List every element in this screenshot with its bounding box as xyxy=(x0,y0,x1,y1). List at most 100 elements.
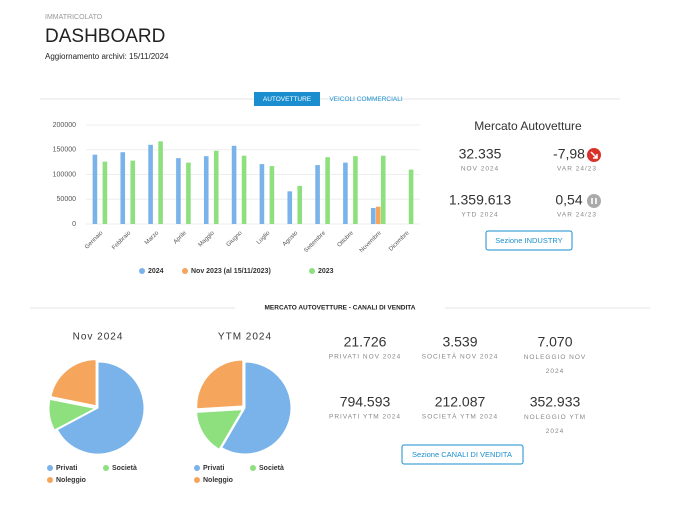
x-tick-label: Novembre xyxy=(359,230,383,254)
bar xyxy=(315,165,320,224)
eyebrow: IMMATRICOLATO xyxy=(45,14,103,21)
legend-dot xyxy=(194,477,200,483)
legend-dot xyxy=(194,465,200,471)
stat-value: 212.087 xyxy=(435,394,486,410)
x-tick-label: Dicembre xyxy=(388,230,411,253)
bar xyxy=(203,156,209,224)
legend-dot xyxy=(139,268,145,274)
legend-dot xyxy=(103,465,109,471)
stat-label: YTD 2024 xyxy=(461,212,498,219)
x-tick-label: Febbraio xyxy=(111,230,132,251)
legend-label: Società xyxy=(112,465,137,472)
bar xyxy=(148,144,153,224)
stat-value: 0,54 xyxy=(555,192,582,208)
bar xyxy=(370,207,376,224)
bar xyxy=(287,191,293,224)
bar xyxy=(259,164,265,224)
y-tick-label: 0 xyxy=(72,221,76,228)
x-tick-label: Maggio xyxy=(198,230,217,249)
stat-label: SOCIETÀ NOV 2024 xyxy=(422,352,499,361)
stat-value: 7.070 xyxy=(537,334,572,350)
pie-slice xyxy=(50,359,97,407)
legend-label: Società xyxy=(259,465,284,472)
button[interactable] xyxy=(401,444,524,465)
legend-dot xyxy=(250,465,256,471)
pie-slice xyxy=(48,398,97,431)
title-bg xyxy=(235,303,445,313)
stat-value: 32.335 xyxy=(459,146,502,162)
stat-label: NOLEGGIO YTM 2024 xyxy=(524,414,586,435)
legend-label: 2023 xyxy=(318,268,334,275)
x-tick-label: Aprile xyxy=(173,230,189,246)
pie-slice xyxy=(196,359,244,410)
legend-dot xyxy=(47,477,53,483)
bar xyxy=(408,169,414,224)
legend-label: Noleggio xyxy=(56,477,86,484)
legend-dot xyxy=(309,268,315,274)
button[interactable] xyxy=(485,230,573,251)
x-tick-label: Giugno xyxy=(226,230,244,248)
stat-label: VAR 24/23 xyxy=(557,212,597,219)
y-tick-label: 100000 xyxy=(53,171,76,178)
bar xyxy=(380,155,386,224)
stat-value: 1.359.613 xyxy=(449,192,511,208)
bar xyxy=(241,155,247,224)
bar xyxy=(269,166,275,224)
button-label[interactable]: Sezione CANALI DI VENDITA xyxy=(412,450,512,459)
tab-label[interactable]: AUTOVETTURE xyxy=(263,96,312,103)
x-tick-label: Settembre xyxy=(303,230,327,254)
bar xyxy=(297,185,303,224)
bar xyxy=(130,160,136,224)
update-date: Aggiornamento archivi: 15/11/2024 xyxy=(45,52,169,61)
y-tick-label: 200000 xyxy=(53,122,76,129)
bar xyxy=(158,141,163,224)
panel-title: Mercato Autovetture xyxy=(474,119,582,133)
bar xyxy=(231,145,237,224)
legend-label: Noleggio xyxy=(203,477,233,484)
stat-label: SOCIETÀ YTM 2024 xyxy=(422,412,498,421)
bar xyxy=(213,150,219,224)
stat-label: PRIVATI YTM 2024 xyxy=(329,414,401,421)
bar xyxy=(353,156,358,224)
tab-active[interactable] xyxy=(254,92,320,106)
button-label[interactable]: Sezione INDUSTRY xyxy=(495,236,562,245)
section-title: MERCATO AUTOVETTURE - CANALI DI VENDITA xyxy=(265,305,416,312)
pie-slice xyxy=(195,409,244,450)
bar xyxy=(92,154,98,224)
down-arrow xyxy=(590,151,598,159)
pause-mark xyxy=(591,198,597,204)
pie-slice xyxy=(221,361,292,455)
tab-label[interactable]: VEICOLI COMMERCIALI xyxy=(329,96,403,103)
pie-slice xyxy=(56,361,145,455)
flat-icon xyxy=(587,194,601,208)
legend-dot xyxy=(182,268,188,274)
legend-label: Privati xyxy=(203,465,224,472)
stat-value: 21.726 xyxy=(344,334,387,350)
bar xyxy=(186,162,191,224)
bar xyxy=(375,206,381,224)
stat-label: NOV 2024 xyxy=(461,166,499,173)
stat-value: 352.933 xyxy=(530,394,581,410)
legend-label: Privati xyxy=(56,465,77,472)
x-tick-label: Agosto xyxy=(282,230,300,248)
stat-value: -7,98 xyxy=(553,146,585,162)
legend-label: Nov 2023 (al 15/11/2023) xyxy=(191,268,271,275)
legend-dot xyxy=(47,465,53,471)
stat-value: 794.593 xyxy=(340,394,391,410)
stat-label: NOLEGGIO NOV 2024 xyxy=(524,354,587,375)
stat-label: VAR 24/23 xyxy=(557,166,597,173)
x-tick-label: Luglio xyxy=(256,230,272,246)
bar xyxy=(102,161,108,224)
legend-label: 2024 xyxy=(148,268,164,275)
x-tick-label: Ottobre xyxy=(337,230,356,249)
pie-title: Nov 2024 xyxy=(73,332,124,343)
y-tick-label: 50000 xyxy=(57,196,77,203)
y-tick-label: 150000 xyxy=(53,147,76,154)
stat-value: 3.539 xyxy=(442,334,477,350)
bar xyxy=(325,157,330,224)
pie-title: YTM 2024 xyxy=(218,332,272,343)
page-title: DASHBOARD xyxy=(45,26,165,47)
bar xyxy=(343,162,348,224)
stat-label: PRIVATI NOV 2024 xyxy=(329,354,401,361)
